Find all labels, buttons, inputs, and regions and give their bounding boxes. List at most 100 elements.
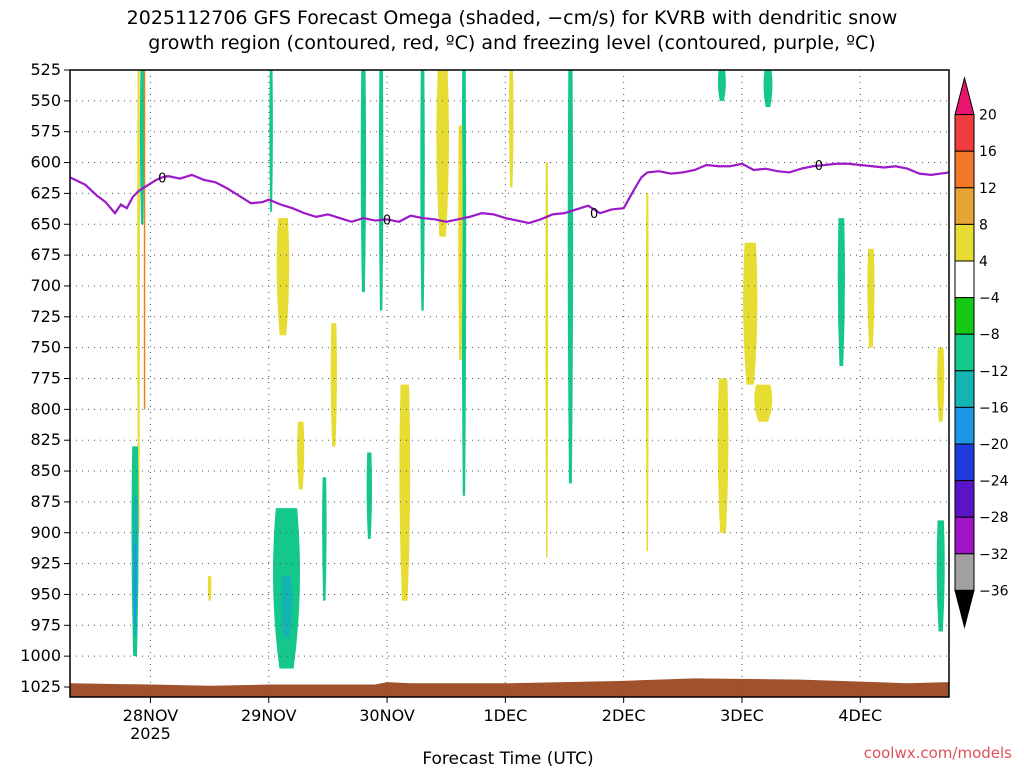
- y-tick-label: 850: [30, 461, 61, 480]
- y-tick-label: 975: [30, 615, 61, 634]
- x-tick-label: 28NOV: [123, 706, 179, 725]
- y-tick-label: 825: [30, 430, 61, 449]
- freezing-level-label: 0: [590, 207, 598, 222]
- omega-area-18: [420, 70, 425, 311]
- y-tick-label: 800: [30, 399, 61, 418]
- colorbar-swatch: [954, 260, 975, 299]
- omega-area-25: [717, 70, 726, 101]
- y-tick-label: 575: [30, 122, 61, 141]
- omega-area-33: [936, 520, 945, 632]
- grid-lines: [70, 70, 949, 697]
- colorbar-swatch: [954, 370, 975, 408]
- y-tick-label: 950: [30, 584, 61, 603]
- omega-area-19: [461, 70, 467, 496]
- omega-area-1: [139, 70, 145, 225]
- freezing-level-label: 0: [158, 171, 166, 186]
- colorbar-label: −36: [979, 583, 1009, 599]
- colorbar-swatch: [954, 333, 975, 372]
- omega-area-20: [458, 125, 463, 360]
- freezing-level-line: [69, 162, 950, 225]
- y-tick-label: 875: [30, 492, 61, 511]
- x-tick-sublabel: 2025: [130, 724, 171, 743]
- x-tick-label: 4DEC: [838, 706, 882, 725]
- colorbar-label: 8: [979, 217, 988, 233]
- freezing-level-label: 0: [383, 213, 391, 228]
- y-tick-label: 725: [30, 307, 61, 326]
- colorbar-label: −16: [979, 400, 1009, 416]
- omega-area-24: [645, 193, 649, 552]
- y-tick-label: 750: [30, 338, 61, 357]
- colorbar-label: −20: [979, 437, 1009, 453]
- omega-area-26: [763, 70, 773, 108]
- omega-area-6: [276, 218, 290, 336]
- surface-terrain: [70, 678, 949, 697]
- x-tick-label: 29NOV: [241, 706, 297, 725]
- omega-area-17: [436, 70, 449, 237]
- omega-area-11: [322, 477, 327, 601]
- omega-area-8: [281, 575, 292, 638]
- colorbar-swatch: [954, 480, 975, 518]
- y-tick-label: 550: [30, 91, 61, 110]
- omega-area-0: [137, 70, 140, 533]
- colorbar-label: −8: [979, 327, 1000, 343]
- colorbar-swatch: [954, 76, 975, 116]
- y-tick-label: 525: [30, 60, 61, 79]
- colorbar-label: −4: [979, 291, 1000, 307]
- y-tick-label: 1000: [20, 646, 61, 665]
- y-tick-label: 625: [30, 183, 61, 202]
- colorbar-swatch: [954, 443, 975, 482]
- y-axis: 525 550 575 600 625 650 675 700 725 750 775 800 825 8…: [20, 60, 70, 696]
- y-tick-label: 1025: [20, 677, 61, 696]
- y-tick-label: 600: [30, 153, 61, 172]
- y-tick-label: 900: [30, 523, 61, 542]
- contour-lines: 0 0 0 0: [69, 159, 950, 228]
- omega-area-9: [297, 421, 305, 490]
- y-tick-label: 650: [30, 214, 61, 233]
- x-tick-label: 30NOV: [359, 706, 415, 725]
- omega-area-30: [837, 218, 845, 367]
- colorbar-label: −12: [979, 364, 1009, 380]
- omega-area-32: [937, 347, 945, 422]
- omega-area-12: [269, 70, 273, 212]
- omega-area-28: [754, 384, 773, 422]
- colorbar-swatch: [954, 223, 975, 262]
- y-tick-label: 675: [30, 245, 61, 264]
- omega-area-27: [743, 242, 758, 385]
- x-axis-label: Forecast Time (UTC): [422, 749, 593, 768]
- omega-area-10: [330, 322, 337, 447]
- omega-area-16: [399, 384, 411, 601]
- omega-area-4: [133, 545, 137, 626]
- colorbar-swatch: [954, 516, 975, 555]
- colorbar-label: 12: [979, 181, 997, 197]
- colorbar-swatch: [954, 589, 975, 629]
- omega-area-31: [867, 248, 875, 348]
- colorbar-label: −24: [979, 474, 1009, 490]
- x-tick-label: 1DEC: [483, 706, 527, 725]
- colorbar-label: −28: [979, 510, 1009, 526]
- y-tick-label: 775: [30, 369, 61, 388]
- source-credit[interactable]: coolwx.com/models: [864, 744, 1012, 762]
- colorbar-label: −32: [979, 547, 1009, 563]
- colorbar-swatch: [954, 297, 975, 335]
- x-tick-label: 2DEC: [602, 706, 646, 725]
- y-tick-label: 700: [30, 276, 61, 295]
- omega-area-5: [207, 575, 212, 601]
- colorbar: 20 16 12 8 4 −4 −8 −12 −16 −20 −24 −28 −32 −36: [954, 76, 1009, 629]
- omega-area-14: [378, 70, 384, 311]
- omega-area-13: [360, 70, 367, 293]
- y-tick-label: 925: [30, 554, 61, 573]
- chart-title-line-2: growth region (contoured, red, ºC) and f…: [148, 32, 875, 54]
- colorbar-swatch: [954, 406, 975, 445]
- colorbar-swatch: [954, 114, 975, 152]
- omega-area-23: [545, 162, 549, 558]
- omega-area-15: [366, 452, 373, 539]
- colorbar-label: 20: [979, 108, 997, 124]
- colorbar-swatch: [954, 553, 975, 591]
- freezing-level-label: 0: [815, 159, 823, 174]
- omega-area-21: [509, 70, 514, 188]
- omega-shading: [70, 70, 949, 697]
- colorbar-label: 16: [979, 144, 997, 160]
